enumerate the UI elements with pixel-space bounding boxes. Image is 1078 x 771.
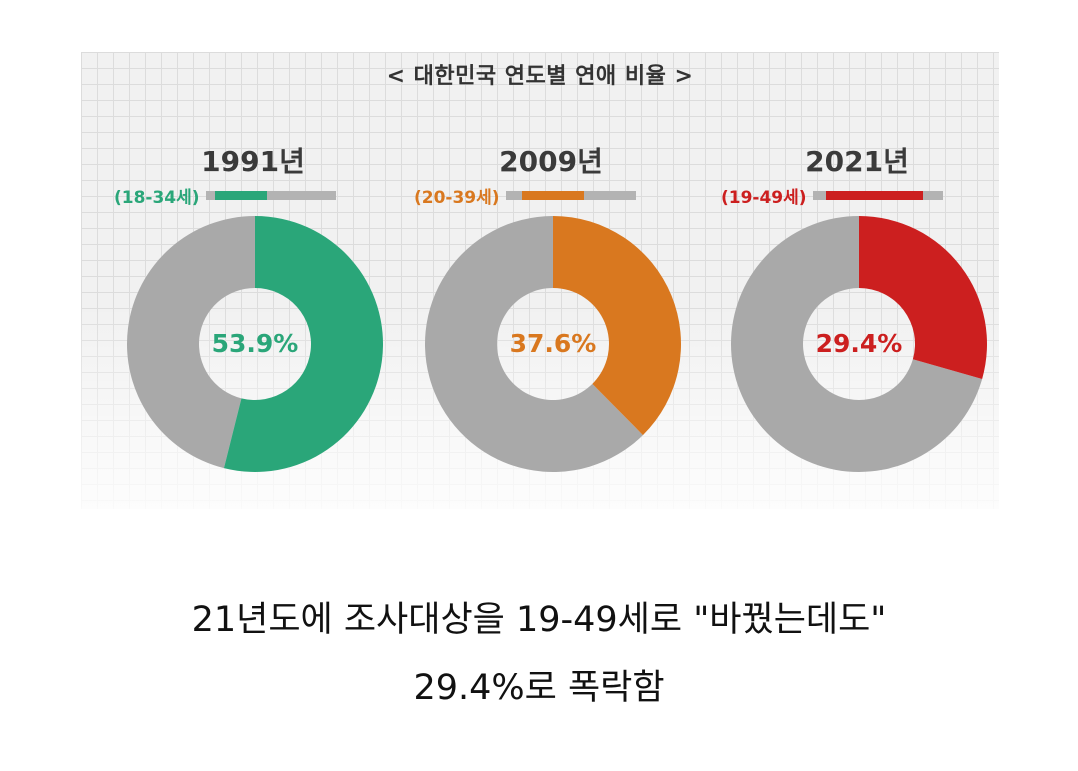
year-label: 2009년 (499, 145, 603, 178)
donut-value-segment (859, 216, 987, 379)
caption-line-2: 29.4%로 폭락함 (413, 668, 665, 708)
chart-1991: 1991년 (18-34세) 53.9% (103, 52, 403, 509)
age-range-label: (18-34세) (114, 187, 200, 208)
donut-value-segment (553, 216, 681, 436)
donut-value-segment (223, 216, 383, 472)
age-range-row: (20-39세) (414, 184, 636, 208)
chart-2009: 2009년 (20-39세) 37.6% (401, 52, 701, 509)
percentage-label: 37.6% (509, 329, 597, 358)
age-range-bar-fill (825, 190, 924, 200)
chart-panel: < 대한민국 연도별 연애 비율 > 1991년 (18-34세) 53.9% … (81, 52, 999, 509)
age-range-bar-fill (521, 190, 584, 200)
percentage-label: 29.4% (815, 329, 903, 358)
age-range-bar (812, 190, 943, 200)
donut-chart: 37.6% (425, 216, 681, 472)
age-range-label: (19-49세) (721, 187, 807, 208)
percentage-label: 53.9% (211, 329, 299, 358)
age-range-row: (18-34세) (114, 184, 336, 208)
age-range-bar (205, 190, 336, 200)
age-range-bar-fill (215, 190, 268, 200)
caption-line-1: 21년도에 조사대상을 19-49세로 "바꿨는데도" (191, 600, 887, 640)
donut-remainder-segment (127, 216, 255, 469)
donut-remainder-segment (425, 216, 643, 472)
year-label: 2021년 (805, 145, 909, 178)
age-range-label: (20-39세) (414, 187, 500, 208)
donut-chart: 29.4% (731, 216, 987, 472)
year-label: 1991년 (201, 145, 305, 178)
age-range-row: (19-49세) (721, 184, 943, 208)
chart-2021: 2021년 (19-49세) 29.4% (707, 52, 999, 509)
donut-remainder-segment (731, 216, 983, 472)
donut-chart: 53.9% (127, 216, 383, 472)
chart-title: < 대한민국 연도별 연애 비율 > (386, 64, 694, 89)
age-range-bar (505, 190, 636, 200)
